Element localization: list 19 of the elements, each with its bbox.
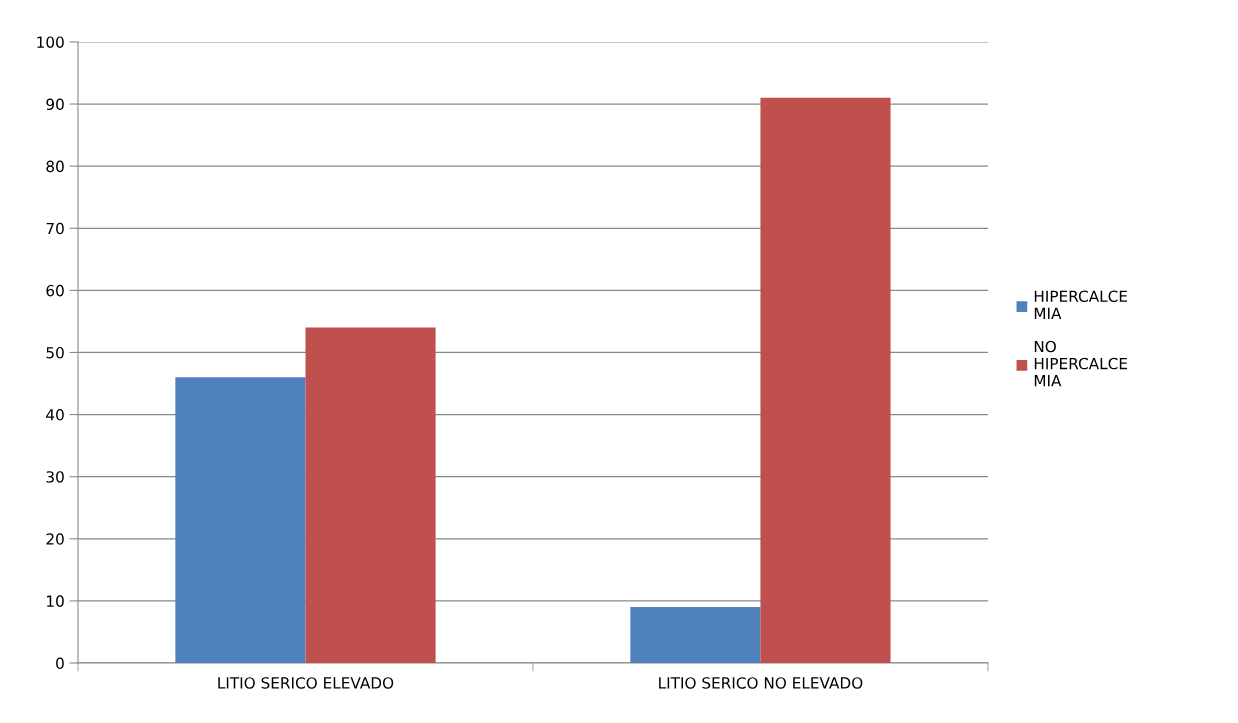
y-tick-label: 40 [46, 409, 64, 421]
y-tick-label: 100 [37, 36, 64, 48]
y-tick-label: 60 [46, 284, 64, 297]
y-tick-label: 20 [46, 533, 64, 545]
y-tick-label: 80 [46, 160, 64, 173]
bar [760, 97, 891, 663]
y-tick-label: 50 [46, 346, 64, 359]
x-tick-label: LITIO SERICO ELEVADO [218, 677, 394, 689]
bar [630, 607, 761, 663]
y-tick-label: 10 [47, 595, 64, 607]
bar [175, 377, 306, 663]
x-tick-label: LITIO SERICO NO ELEVADO [659, 677, 863, 689]
y-tick-label: 90 [46, 98, 64, 111]
y-tick-label: 0 [56, 657, 64, 670]
legend-label: HIPERCALCE MIA [1034, 290, 1128, 319]
y-tick-label: 30 [46, 471, 64, 483]
legend-label: NO HIPERCALCE MIA [1034, 340, 1128, 387]
bar [305, 327, 436, 663]
y-tick-label: 70 [46, 222, 64, 235]
